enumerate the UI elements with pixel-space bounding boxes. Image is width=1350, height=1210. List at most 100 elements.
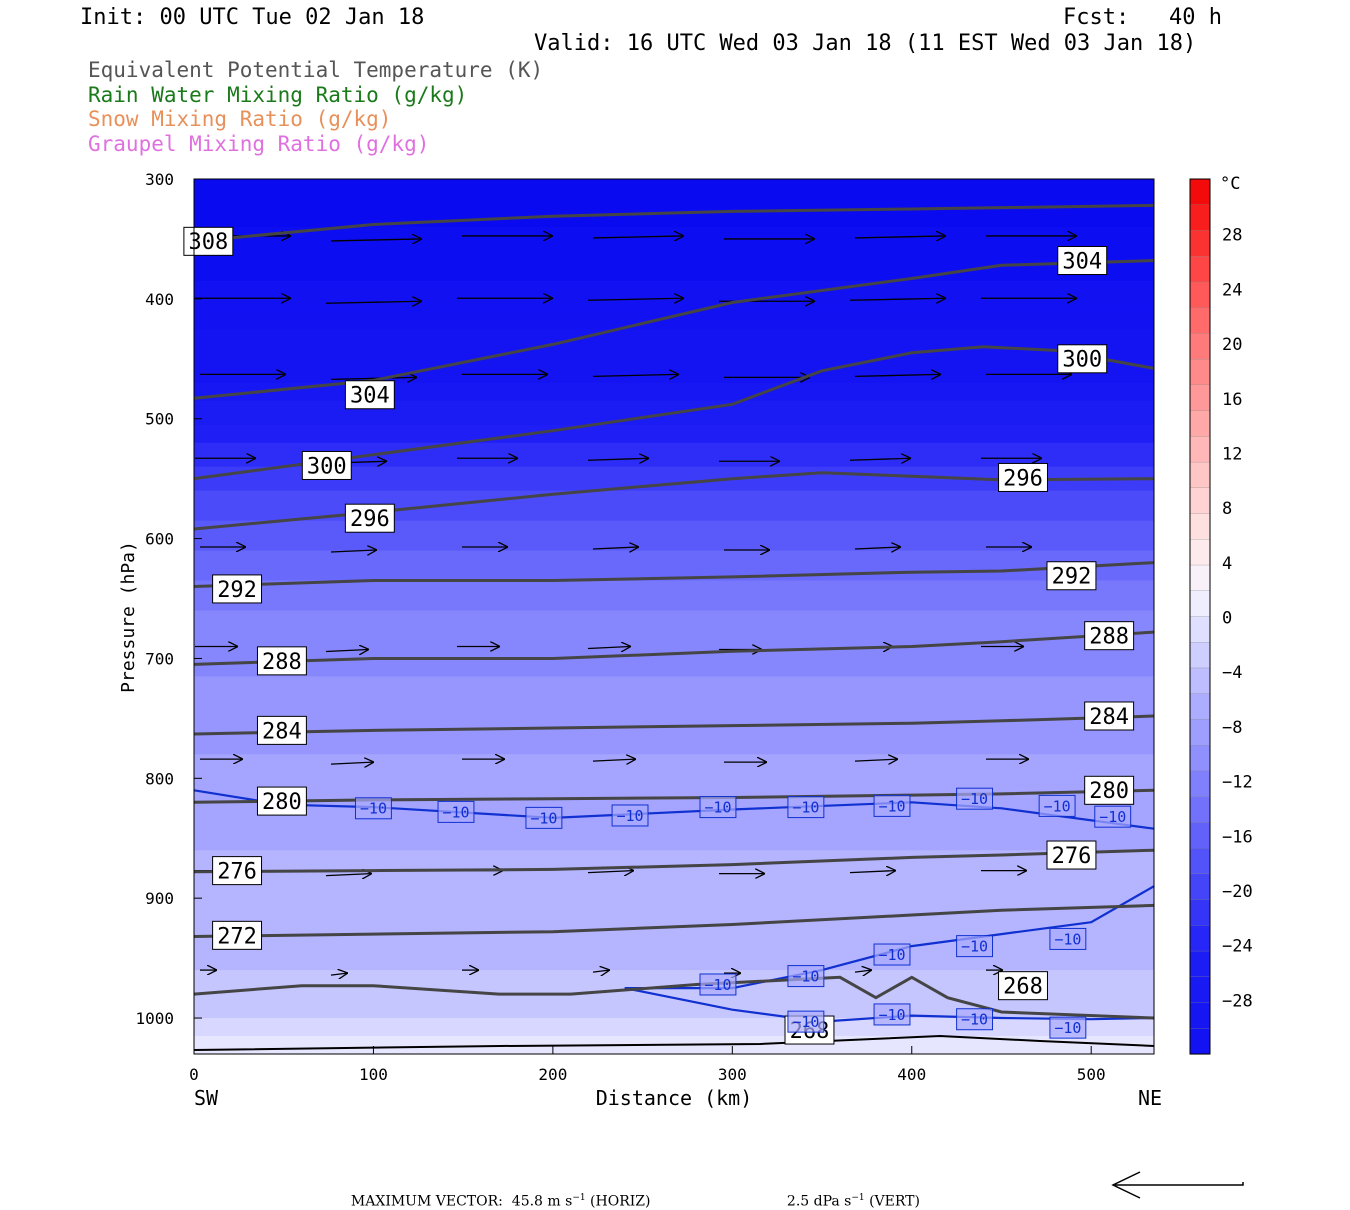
isotherm-label: −10 bbox=[354, 797, 392, 820]
isotherm-label-box bbox=[873, 943, 911, 966]
theta-e-label-box bbox=[1046, 561, 1097, 591]
wind-vector bbox=[592, 236, 683, 238]
colorbar-swatch bbox=[1189, 281, 1211, 309]
temperature-band bbox=[194, 214, 1154, 222]
wind-vector bbox=[592, 547, 638, 549]
theta-e-label-box bbox=[998, 462, 1048, 492]
wind-vector bbox=[587, 646, 630, 648]
colorbar-swatch bbox=[1189, 1002, 1211, 1029]
isotherm-label-text: −10 bbox=[792, 798, 819, 816]
isotherm-label-box bbox=[787, 965, 825, 988]
isotherm-label-box bbox=[956, 787, 994, 810]
temperature-band bbox=[194, 532, 1154, 540]
temperature-band bbox=[194, 742, 1154, 749]
valid-time: Valid: 16 UTC Wed 03 Jan 18 (11 EST Wed … bbox=[534, 31, 1197, 56]
temperature-band bbox=[194, 226, 1154, 234]
theta-e-label-text: 272 bbox=[217, 924, 257, 949]
temperature-band bbox=[194, 472, 1154, 480]
temperature-band bbox=[194, 886, 1154, 893]
colorbar-swatch bbox=[1189, 564, 1211, 592]
isotherm-label-box bbox=[699, 973, 737, 996]
isotherm-label-box bbox=[956, 935, 994, 958]
theta-e-label: 284 bbox=[256, 715, 307, 745]
colorbar-swatch bbox=[1189, 230, 1211, 257]
colorbar-swatch bbox=[1189, 590, 1211, 618]
temperature-band bbox=[194, 670, 1154, 677]
colorbar-tick-label: −8 bbox=[1222, 718, 1242, 738]
wind-vector bbox=[849, 298, 945, 300]
colorbar-tick-label: −24 bbox=[1222, 937, 1253, 957]
theta-e-label-text: 288 bbox=[262, 650, 302, 675]
isotherm-label: −10 bbox=[956, 1008, 994, 1031]
y-tick-label: 700 bbox=[145, 649, 174, 668]
x-tick-label: 400 bbox=[897, 1065, 926, 1084]
colorbar-swatch bbox=[1189, 256, 1211, 283]
temperature-band bbox=[194, 352, 1154, 360]
temperature-band bbox=[194, 790, 1154, 797]
x-tick-label: 500 bbox=[1077, 1065, 1106, 1084]
temperature-band bbox=[194, 430, 1154, 438]
temperature-band bbox=[194, 496, 1154, 504]
isotherm-label: −10 bbox=[699, 796, 737, 819]
temperature-band bbox=[194, 616, 1154, 623]
wind-vector bbox=[330, 239, 421, 241]
isotherm-label-text: −10 bbox=[878, 1006, 905, 1024]
temperature-band bbox=[194, 622, 1154, 629]
isotherm-label-text: −10 bbox=[360, 800, 387, 818]
temperature-band bbox=[194, 322, 1154, 330]
isotherm-label-text: −10 bbox=[1054, 1019, 1081, 1037]
colorbar-swatch bbox=[1189, 410, 1211, 438]
colorbar-tick-label: −20 bbox=[1222, 882, 1253, 902]
y-tick-label: 600 bbox=[145, 530, 174, 549]
y-axis-title: Pressure (hPa) bbox=[118, 541, 139, 693]
colorbar-swatch bbox=[1189, 539, 1211, 566]
theta-e-label-box bbox=[1084, 775, 1135, 805]
temperature-band bbox=[194, 694, 1154, 701]
wind-vector bbox=[325, 874, 371, 876]
legend-rain-water: Rain Water Mixing Ratio (g/kg) bbox=[88, 83, 468, 107]
temperature-band bbox=[194, 940, 1154, 947]
colorbar-swatch bbox=[1189, 1028, 1211, 1055]
theta-e-contour bbox=[194, 471, 1154, 531]
colorbar-swatch bbox=[1189, 925, 1211, 952]
temperature-band bbox=[194, 832, 1154, 839]
temperature-band bbox=[194, 958, 1154, 965]
isotherm-label: −10 bbox=[1038, 794, 1076, 817]
legend-theta-e: Equivalent Potential Temperature (K) bbox=[88, 58, 544, 82]
temperature-band bbox=[194, 754, 1154, 761]
temperature-band bbox=[194, 700, 1154, 707]
theta-e-label-box bbox=[212, 920, 263, 950]
theta-e-label-text: 296 bbox=[1003, 466, 1043, 491]
temperature-band bbox=[194, 634, 1154, 641]
isotherm-label: −10 bbox=[437, 800, 475, 823]
theta-e-label-text: 292 bbox=[217, 578, 257, 603]
colorbar-tick-label: −16 bbox=[1222, 827, 1253, 847]
colorbar-swatch bbox=[1189, 307, 1211, 335]
theta-e-label: 292 bbox=[212, 574, 263, 604]
isotherm-label-text: −10 bbox=[704, 798, 731, 816]
wind-vector bbox=[854, 759, 897, 761]
isotherm-label-box bbox=[873, 794, 911, 817]
colorbar-swatch bbox=[1189, 204, 1211, 232]
isotherm-label-text: −10 bbox=[1099, 808, 1126, 826]
y-tick-label: 900 bbox=[145, 889, 174, 908]
isotherm-label: −10 bbox=[787, 796, 825, 819]
colorbar-swatch bbox=[1189, 899, 1211, 926]
temperature-band bbox=[194, 628, 1154, 635]
theta-e-label: 284 bbox=[1084, 701, 1135, 731]
wind-vector bbox=[849, 458, 910, 460]
colorbar-unit: °C bbox=[1220, 174, 1240, 194]
temperature-band bbox=[194, 400, 1154, 408]
wind-vector bbox=[854, 236, 945, 238]
theta-e-label: 300 bbox=[301, 450, 352, 480]
temperature-band bbox=[194, 448, 1154, 456]
temperature-band bbox=[194, 598, 1154, 606]
temperature-band bbox=[194, 184, 1154, 192]
temperature-band bbox=[194, 898, 1154, 905]
isotherm-label: −10 bbox=[873, 794, 911, 817]
wind-vector bbox=[849, 871, 895, 873]
temperature-band bbox=[194, 736, 1154, 743]
temperature-band bbox=[194, 730, 1154, 737]
temperature-band bbox=[194, 646, 1154, 653]
init-time: Init: 00 UTC Tue 02 Jan 18 bbox=[80, 5, 425, 30]
